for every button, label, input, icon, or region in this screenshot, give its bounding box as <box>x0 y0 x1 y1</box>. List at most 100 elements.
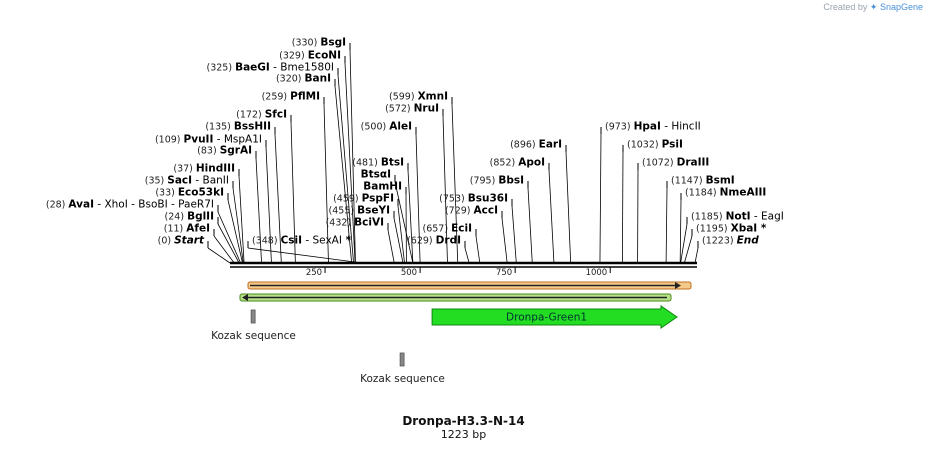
reverse-primer-bar[interactable] <box>239 293 672 302</box>
site-38[interactable]: (1185) NotI - EagI <box>680 211 784 264</box>
site-label-part: (599) <box>389 92 418 103</box>
site-11[interactable]: (33) Eco53kI <box>155 187 243 264</box>
svg-text:(83) SgrAI: (83) SgrAI <box>197 145 252 157</box>
site-18[interactable]: (572) NruI <box>385 103 448 264</box>
site-label-part: (459) <box>333 194 362 205</box>
site-21[interactable]: BtsαI <box>361 169 414 264</box>
site-label-part: (432) <box>326 218 355 229</box>
kozak-marker[interactable] <box>399 352 405 367</box>
site-34[interactable]: (1032) PsiI <box>621 139 683 264</box>
site-label-part: BseYI <box>357 205 390 217</box>
site-connector <box>217 223 240 264</box>
site-label-part: - PaeR7I <box>168 199 214 211</box>
site-8[interactable]: (83) SgrAI <box>197 145 262 264</box>
site-40[interactable]: (1223) End <box>694 235 759 264</box>
site-39[interactable]: (1195) XbaI * <box>683 223 767 264</box>
site-2[interactable]: (325) BaeGI - Bme1580I <box>206 62 354 264</box>
dronpa-green1-feature[interactable]: Dronpa-Green1 <box>431 305 678 329</box>
site-label-part: (348) <box>252 236 281 247</box>
svg-text:(320) BanI: (320) BanI <box>276 73 331 85</box>
site-4[interactable]: (259) PflMI <box>262 91 329 264</box>
site-label-part: (109) <box>155 135 184 146</box>
site-label-part: BaeGI <box>235 62 270 74</box>
site-connector <box>621 151 624 264</box>
site-14[interactable]: (11) AfeI <box>164 223 235 264</box>
site-connector <box>394 181 414 264</box>
site-label-part: (0) <box>158 236 174 247</box>
site-19[interactable]: (500) AleI <box>361 121 421 264</box>
site-connector <box>290 121 296 264</box>
site-24[interactable]: (455) BseYI <box>329 205 404 264</box>
dronpa-green1-label: Dronpa-Green1 <box>506 312 587 324</box>
site-28[interactable]: (657) EciI <box>423 223 481 264</box>
site-label-part: PvuII <box>184 134 214 146</box>
site-10[interactable]: (35) SacI - BanII <box>145 175 244 264</box>
site-36[interactable]: (1147) BsmI <box>665 175 735 264</box>
forward-primer-bar[interactable] <box>247 281 692 290</box>
site-connector <box>232 187 244 264</box>
kozak-label: Kozak sequence <box>360 373 445 385</box>
svg-text:(330) BsgI: (330) BsgI <box>292 37 346 49</box>
site-5[interactable]: (172) SfcI <box>236 109 296 264</box>
site-15[interactable]: (0) Start <box>158 235 231 264</box>
site-label-part: NmeAIII <box>720 187 767 199</box>
site-26[interactable]: (753) Bsu36I <box>439 193 517 264</box>
site-16[interactable]: (348) CsiI - SexAI * <box>247 235 363 264</box>
site-6[interactable]: (135) BssHII <box>205 121 282 264</box>
site-label-part: BtsαI <box>361 169 391 181</box>
site-31[interactable]: (852) ApoI <box>490 157 555 264</box>
kozak-marker[interactable] <box>250 309 256 324</box>
site-label-part: (795) <box>470 176 499 187</box>
site-label-part: (1195) <box>696 224 731 235</box>
site-label-part: - BsoBI <box>128 199 168 211</box>
site-connector <box>207 247 231 264</box>
site-12[interactable]: (28) AvaI - XhoI - BsoBI - PaeR7I <box>46 199 242 264</box>
kozak-label: Kozak sequence <box>211 330 296 342</box>
site-connector <box>349 49 356 264</box>
site-0[interactable]: (330) BsgI <box>292 37 356 264</box>
site-label-part: XbaI <box>731 223 758 235</box>
site-label-part: - EagI <box>751 211 784 223</box>
site-3[interactable]: (320) BanI <box>276 73 353 264</box>
site-25[interactable]: (432) BciVI <box>326 217 395 264</box>
svg-text:BtsαI: BtsαI <box>361 169 391 181</box>
site-23[interactable]: (459) PspFI <box>333 193 405 264</box>
site-connector <box>407 169 414 264</box>
site-1[interactable]: (329) EcoNI <box>279 50 356 264</box>
site-label-part: (330) <box>292 38 321 49</box>
svg-text:(657) EciI: (657) EciI <box>423 223 472 235</box>
site-17[interactable]: (599) XmnI <box>389 91 459 264</box>
site-connector <box>274 133 282 264</box>
site-label-part: (753) <box>439 194 468 205</box>
site-label-part: (33) <box>155 188 178 199</box>
site-label-part: (24) <box>165 212 188 223</box>
site-37[interactable]: (1184) NmeAIII <box>679 187 767 264</box>
site-label-part: Start <box>174 235 205 247</box>
site-13[interactable]: (24) BglII <box>165 211 240 264</box>
site-33[interactable]: (973) HpaI - HincII <box>599 121 701 264</box>
site-29[interactable]: (629) DrdI <box>407 235 470 264</box>
site-connector <box>238 175 245 264</box>
site-connector <box>227 199 243 264</box>
site-label-part: BciVI <box>354 217 384 229</box>
site-27[interactable]: (729) AccI <box>445 205 508 264</box>
svg-text:(35) SacI - BanII: (35) SacI - BanII <box>145 175 229 187</box>
site-32[interactable]: (795) BbsI <box>470 175 533 264</box>
svg-text:(1223) End: (1223) End <box>702 235 759 247</box>
svg-text:(11) AfeI: (11) AfeI <box>164 223 210 235</box>
site-9[interactable]: (37) HindIII <box>173 163 245 264</box>
dronpa-green1-arrow[interactable] <box>431 305 678 329</box>
svg-text:(135) BssHII: (135) BssHII <box>205 121 271 133</box>
site-7[interactable]: (109) PvuII - MspA1I <box>155 134 272 264</box>
site-label-part: BglII <box>187 211 214 223</box>
site-connector <box>464 247 470 264</box>
site-22[interactable]: BamHI <box>363 181 407 264</box>
site-connector <box>527 187 533 264</box>
svg-text:(259) PflMI: (259) PflMI <box>262 91 320 103</box>
site-label-part: Bsu36I <box>468 193 508 205</box>
site-35[interactable]: (1072) DraIII <box>637 157 710 264</box>
site-connector <box>334 85 353 264</box>
site-30[interactable]: (896) EarI <box>510 139 572 264</box>
site-label-part: BsgI <box>320 37 346 49</box>
site-20[interactable]: (481) BtsI <box>352 157 414 264</box>
